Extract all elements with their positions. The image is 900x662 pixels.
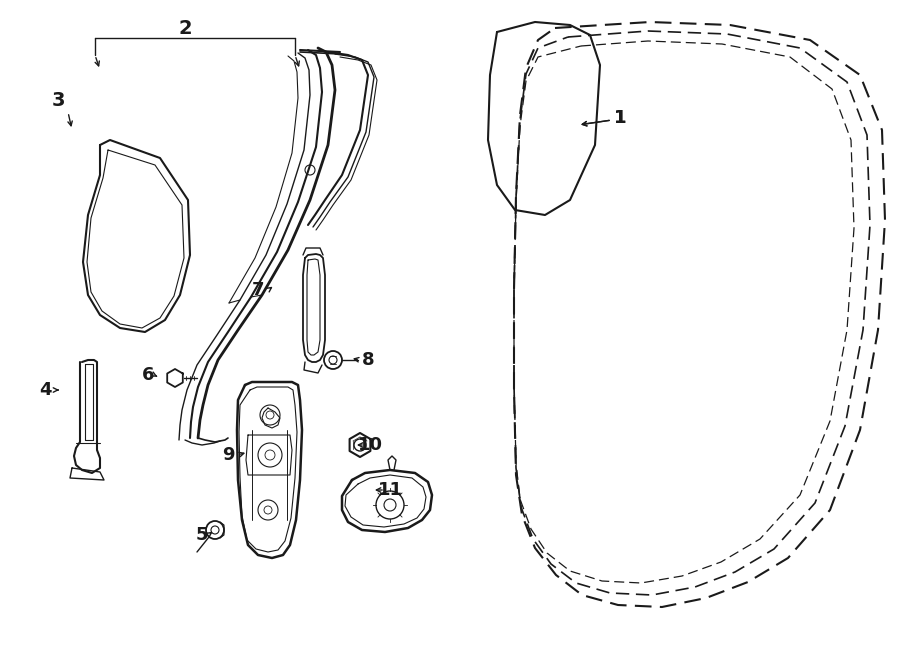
Text: 5: 5 (196, 526, 208, 544)
Text: 8: 8 (362, 351, 374, 369)
Text: 3: 3 (51, 91, 65, 109)
Text: 11: 11 (377, 481, 402, 499)
Text: 1: 1 (614, 109, 626, 127)
Text: 9: 9 (221, 446, 234, 464)
Text: 7: 7 (252, 281, 265, 299)
Text: 1: 1 (614, 109, 626, 127)
Text: 10: 10 (357, 436, 382, 454)
Text: 4: 4 (39, 381, 51, 399)
Text: 2: 2 (178, 19, 192, 38)
Text: 6: 6 (142, 366, 154, 384)
